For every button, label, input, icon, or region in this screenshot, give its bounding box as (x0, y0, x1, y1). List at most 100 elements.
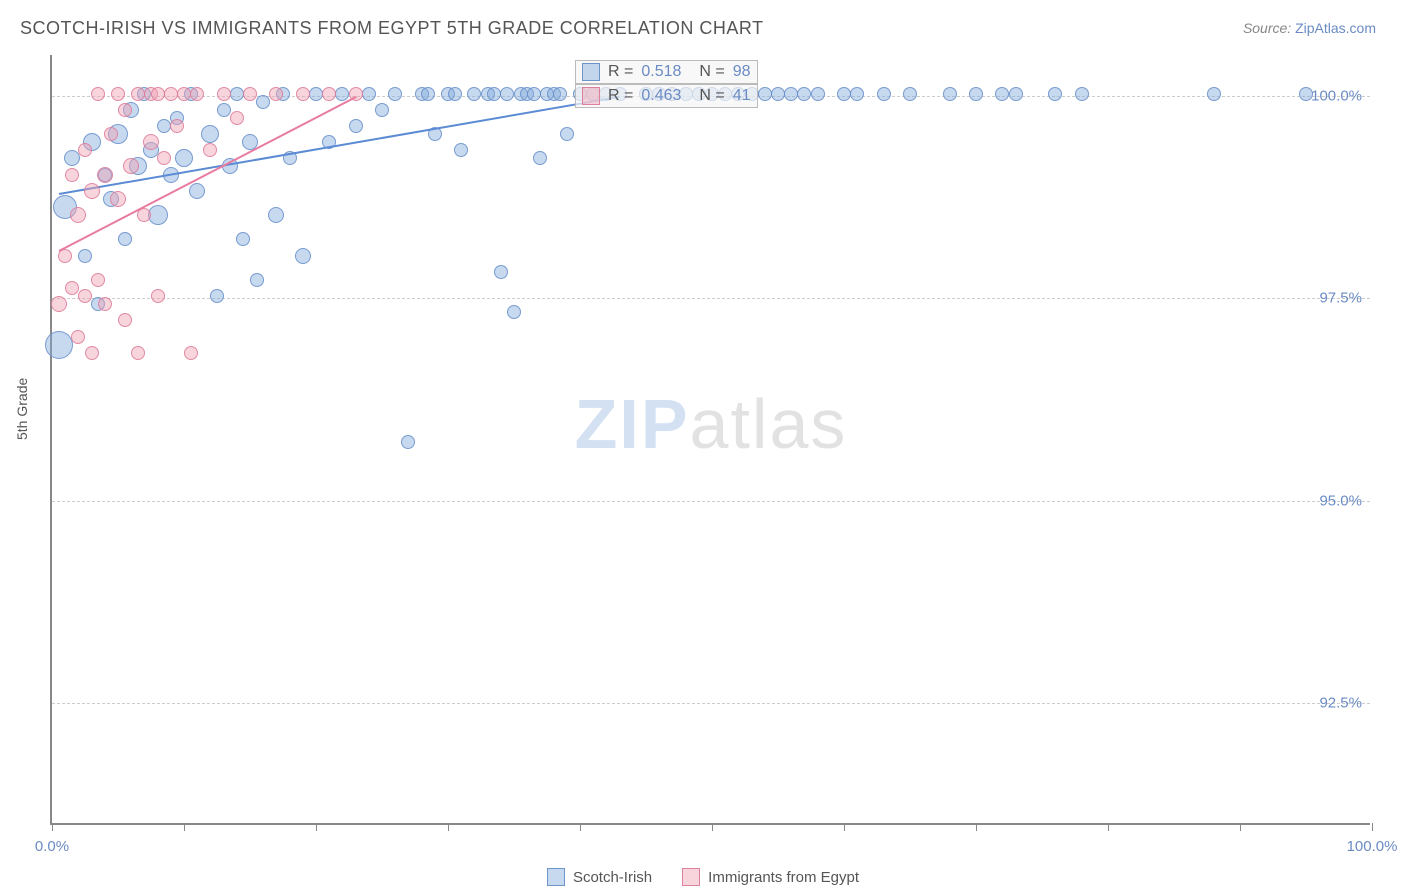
x-tick-label: 0.0% (35, 838, 69, 855)
x-tick (1372, 823, 1373, 831)
legend-label: Immigrants from Egypt (708, 869, 859, 886)
watermark-atlas: atlas (690, 385, 848, 463)
data-point (189, 183, 205, 199)
data-point (217, 87, 231, 101)
data-point (70, 207, 86, 223)
data-point (533, 151, 547, 165)
data-point (201, 125, 219, 143)
data-point (527, 87, 541, 101)
r-value: 0.463 (641, 87, 681, 105)
r-label: R = (608, 63, 633, 81)
x-tick (844, 823, 845, 831)
data-point (269, 87, 283, 101)
data-point (797, 87, 811, 101)
data-point (111, 87, 125, 101)
data-point (217, 103, 231, 117)
data-point (243, 87, 257, 101)
legend-item-egypt: Immigrants from Egypt (682, 868, 859, 886)
data-point (230, 111, 244, 125)
x-tick (976, 823, 977, 831)
data-point (877, 87, 891, 101)
n-label: N = (699, 87, 724, 105)
x-tick (448, 823, 449, 831)
data-point (1075, 87, 1089, 101)
data-point (210, 289, 224, 303)
data-point (388, 87, 402, 101)
data-point (1207, 87, 1221, 101)
data-point (175, 149, 193, 167)
data-point (1009, 87, 1023, 101)
data-point (784, 87, 798, 101)
data-point (118, 103, 132, 117)
data-point (903, 87, 917, 101)
data-point (84, 183, 100, 199)
r-label: R = (608, 87, 633, 105)
data-point (131, 346, 145, 360)
x-tick (52, 823, 53, 831)
data-point (104, 127, 118, 141)
x-tick (316, 823, 317, 831)
data-point (65, 168, 79, 182)
data-point (157, 151, 171, 165)
data-point (771, 87, 785, 101)
data-point (184, 346, 198, 360)
data-point (494, 265, 508, 279)
data-point (98, 297, 112, 311)
data-point (758, 87, 772, 101)
data-point (71, 330, 85, 344)
plot-area: ZIPatlas 92.5%95.0%97.5%100.0%0.0%100.0% (50, 55, 1370, 825)
y-tick-label: 95.0% (1319, 492, 1362, 509)
data-point (250, 273, 264, 287)
gridline (52, 703, 1370, 704)
watermark-zip: ZIP (575, 385, 690, 463)
y-tick-label: 100.0% (1311, 87, 1362, 104)
source-attribution: Source: ZipAtlas.com (1243, 20, 1376, 36)
data-point (236, 232, 250, 246)
data-point (45, 331, 73, 359)
y-tick-label: 92.5% (1319, 695, 1362, 712)
watermark: ZIPatlas (575, 384, 848, 464)
n-label: N = (699, 63, 724, 81)
data-point (85, 346, 99, 360)
chart-title: SCOTCH-IRISH VS IMMIGRANTS FROM EGYPT 5T… (20, 18, 764, 39)
source-prefix: Source: (1243, 20, 1295, 36)
data-point (131, 87, 145, 101)
data-point (118, 232, 132, 246)
data-point (969, 87, 983, 101)
data-point (170, 119, 184, 133)
data-point (177, 87, 191, 101)
data-point (560, 127, 574, 141)
n-value: 98 (733, 63, 751, 81)
gridline (52, 298, 1370, 299)
x-tick (184, 823, 185, 831)
legend-label: Scotch-Irish (573, 869, 652, 886)
data-point (296, 87, 310, 101)
data-point (151, 289, 165, 303)
data-point (110, 191, 126, 207)
data-point (362, 87, 376, 101)
n-value: 41 (733, 87, 751, 105)
swatch-pink-icon (682, 868, 700, 886)
data-point (256, 95, 270, 109)
source-link[interactable]: ZipAtlas.com (1295, 20, 1376, 36)
data-point (850, 87, 864, 101)
gridline (52, 501, 1370, 502)
data-point (151, 87, 165, 101)
x-tick-label: 100.0% (1347, 838, 1398, 855)
data-point (64, 150, 80, 166)
data-point (203, 143, 217, 157)
y-axis-label: 5th Grade (14, 378, 30, 440)
data-point (500, 87, 514, 101)
chart-container: SCOTCH-IRISH VS IMMIGRANTS FROM EGYPT 5T… (0, 0, 1406, 892)
data-point (97, 167, 113, 183)
data-point (467, 87, 481, 101)
data-point (91, 87, 105, 101)
legend-bottom: Scotch-Irish Immigrants from Egypt (0, 868, 1406, 886)
data-point (157, 119, 171, 133)
legend-item-scotch-irish: Scotch-Irish (547, 868, 652, 886)
swatch-blue-icon (547, 868, 565, 886)
legend-correlation: R =0.518N =98R =0.463N =41 (575, 60, 758, 108)
data-point (143, 134, 159, 150)
data-point (507, 305, 521, 319)
x-tick (1108, 823, 1109, 831)
